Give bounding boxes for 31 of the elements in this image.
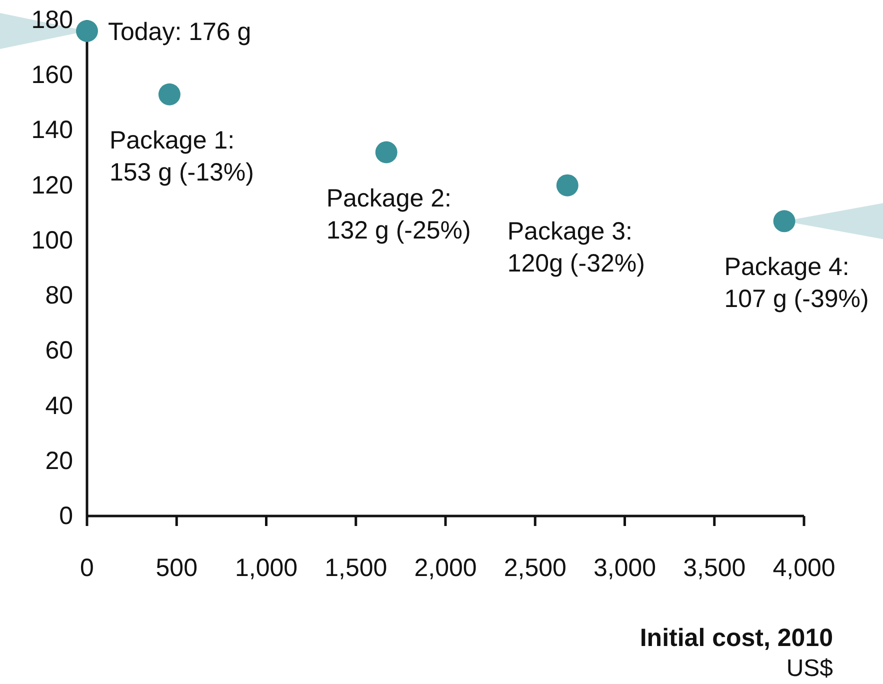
- y-tick-label: 180: [31, 6, 73, 34]
- y-tick-label: 120: [31, 171, 73, 200]
- y-tick-label: 20: [45, 446, 73, 475]
- point: [76, 20, 98, 42]
- annotation: Today: 176 g: [108, 18, 252, 46]
- y-tick-label: 160: [31, 61, 73, 90]
- y-tick-label: 40: [45, 392, 73, 420]
- text: US$: [786, 655, 833, 682]
- x-tick-label: 1,500: [324, 554, 388, 582]
- annotation: Package 3: 120g (-32%): [507, 217, 645, 278]
- annotation: Package 2: 132 g (-25%): [326, 184, 471, 244]
- x-tick-label: 1,000: [234, 554, 298, 582]
- annotation: Package 4: 107 g (-39%): [724, 253, 869, 314]
- y-tick-label: 80: [45, 282, 73, 310]
- x-tick-label: 3,000: [593, 554, 656, 582]
- x-tick-label: 0: [80, 554, 94, 582]
- y-tick-label: 140: [31, 116, 73, 144]
- y-tick-label: 100: [31, 226, 73, 254]
- x-tick-label: 3,500: [683, 554, 746, 582]
- x-tick-label: 2,500: [504, 554, 566, 582]
- x-axis-title: Initial cost, 2010: [640, 624, 833, 652]
- x-tick-label: 500: [156, 554, 198, 582]
- x-tick-label: 4,000: [772, 554, 836, 582]
- y-tick-label: 0: [59, 502, 73, 530]
- point: [158, 83, 180, 106]
- point: [375, 141, 398, 164]
- annotation: Package 1: 153 g (-13%): [109, 126, 254, 186]
- point: [773, 210, 796, 232]
- y-tick-label: 60: [45, 336, 73, 365]
- x-tick-label: 2,000: [414, 554, 477, 582]
- point: [556, 174, 578, 196]
